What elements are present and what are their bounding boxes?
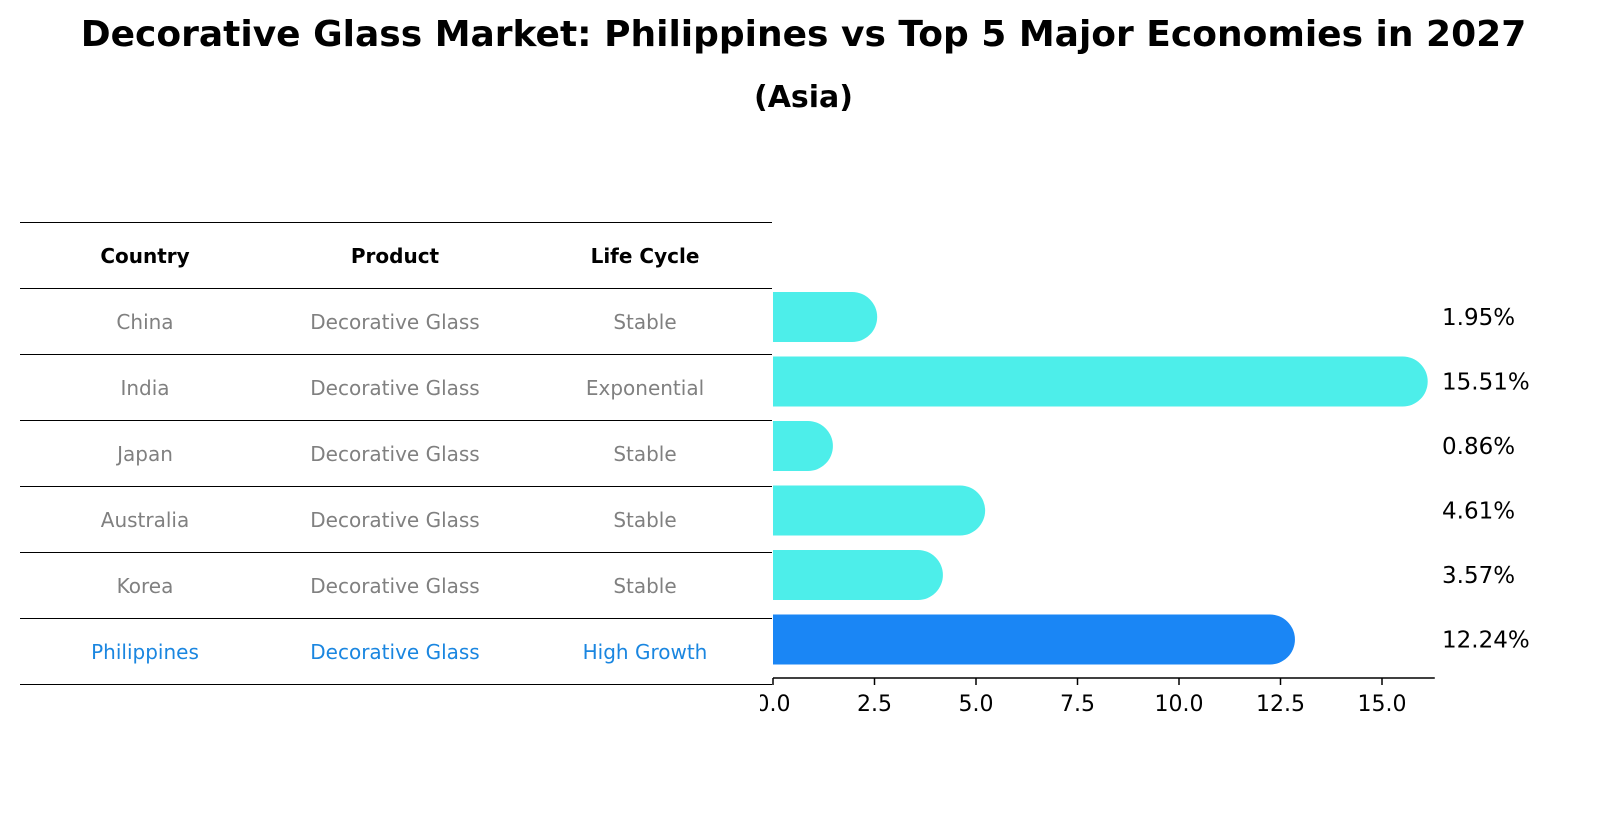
x-tick-label: 0.0 [760,692,791,717]
life-cycle-cell: Stable [613,573,677,598]
bar-india [773,356,1428,407]
x-tick-label: 7.5 [1060,692,1095,717]
bar-australia [773,485,986,536]
table-row: Japan Decorative Glass Stable [20,420,772,486]
life-cycle-cell: Stable [613,507,677,532]
bar-japan [773,421,833,471]
value-label: 0.86% [1442,434,1515,460]
table-row: India Decorative Glass Exponential [20,354,772,420]
header-product: Product [350,243,440,268]
table-header-row: Country Product Life Cycle [20,222,772,288]
life-cycle-cell: Exponential [585,375,705,400]
country-cell: India [120,375,170,400]
bar-korea [773,550,943,600]
value-label: 3.57% [1442,563,1515,589]
x-tick-label: 2.5 [857,692,892,717]
header-life-cycle: Life Cycle [590,243,700,268]
table-row-highlight: Philippines Decorative Glass High Growth [20,618,772,685]
market-table: Country Product Life Cycle China Decorat… [20,222,772,685]
bar-china [773,292,878,342]
chart-title: Decorative Glass Market: Philippines vs … [80,14,1527,55]
table-row: Australia Decorative Glass Stable [20,486,772,552]
value-label: 4.61% [1442,499,1515,525]
life-cycle-cell: High Growth [582,639,708,664]
product-cell: Decorative Glass [310,441,480,466]
country-cell: Australia [100,507,190,532]
x-tick-label: 15.0 [1358,692,1407,717]
product-cell: Decorative Glass [310,573,480,598]
value-label: 15.51% [1442,370,1530,396]
country-cell: Philippines [91,639,199,664]
life-cycle-cell: Stable [613,309,677,334]
country-cell: China [116,309,174,334]
product-cell: Decorative Glass [310,639,480,664]
product-cell: Decorative Glass [310,507,480,532]
country-cell: Japan [117,441,173,466]
product-cell: Decorative Glass [310,375,480,400]
x-tick-label: 12.5 [1256,692,1305,717]
value-label: 1.95% [1442,305,1515,331]
bar-philippines [773,614,1295,665]
growth-bar-chart: 1.95% 15.51% 0.86% 4.61% 3.57% 12.24% 0.0 2.5 5.… [760,292,1530,717]
life-cycle-cell: Stable [613,441,677,466]
chart-subtitle: (Asia) [753,80,854,115]
table-row: Korea Decorative Glass Stable [20,552,772,618]
x-tick-label: 5.0 [959,692,994,717]
value-label: 12.24% [1442,628,1530,654]
product-cell: Decorative Glass [310,309,480,334]
table-row: China Decorative Glass Stable [20,288,772,354]
country-cell: Korea [116,573,174,598]
header-country: Country [100,243,190,268]
x-tick-label: 10.0 [1155,692,1204,717]
